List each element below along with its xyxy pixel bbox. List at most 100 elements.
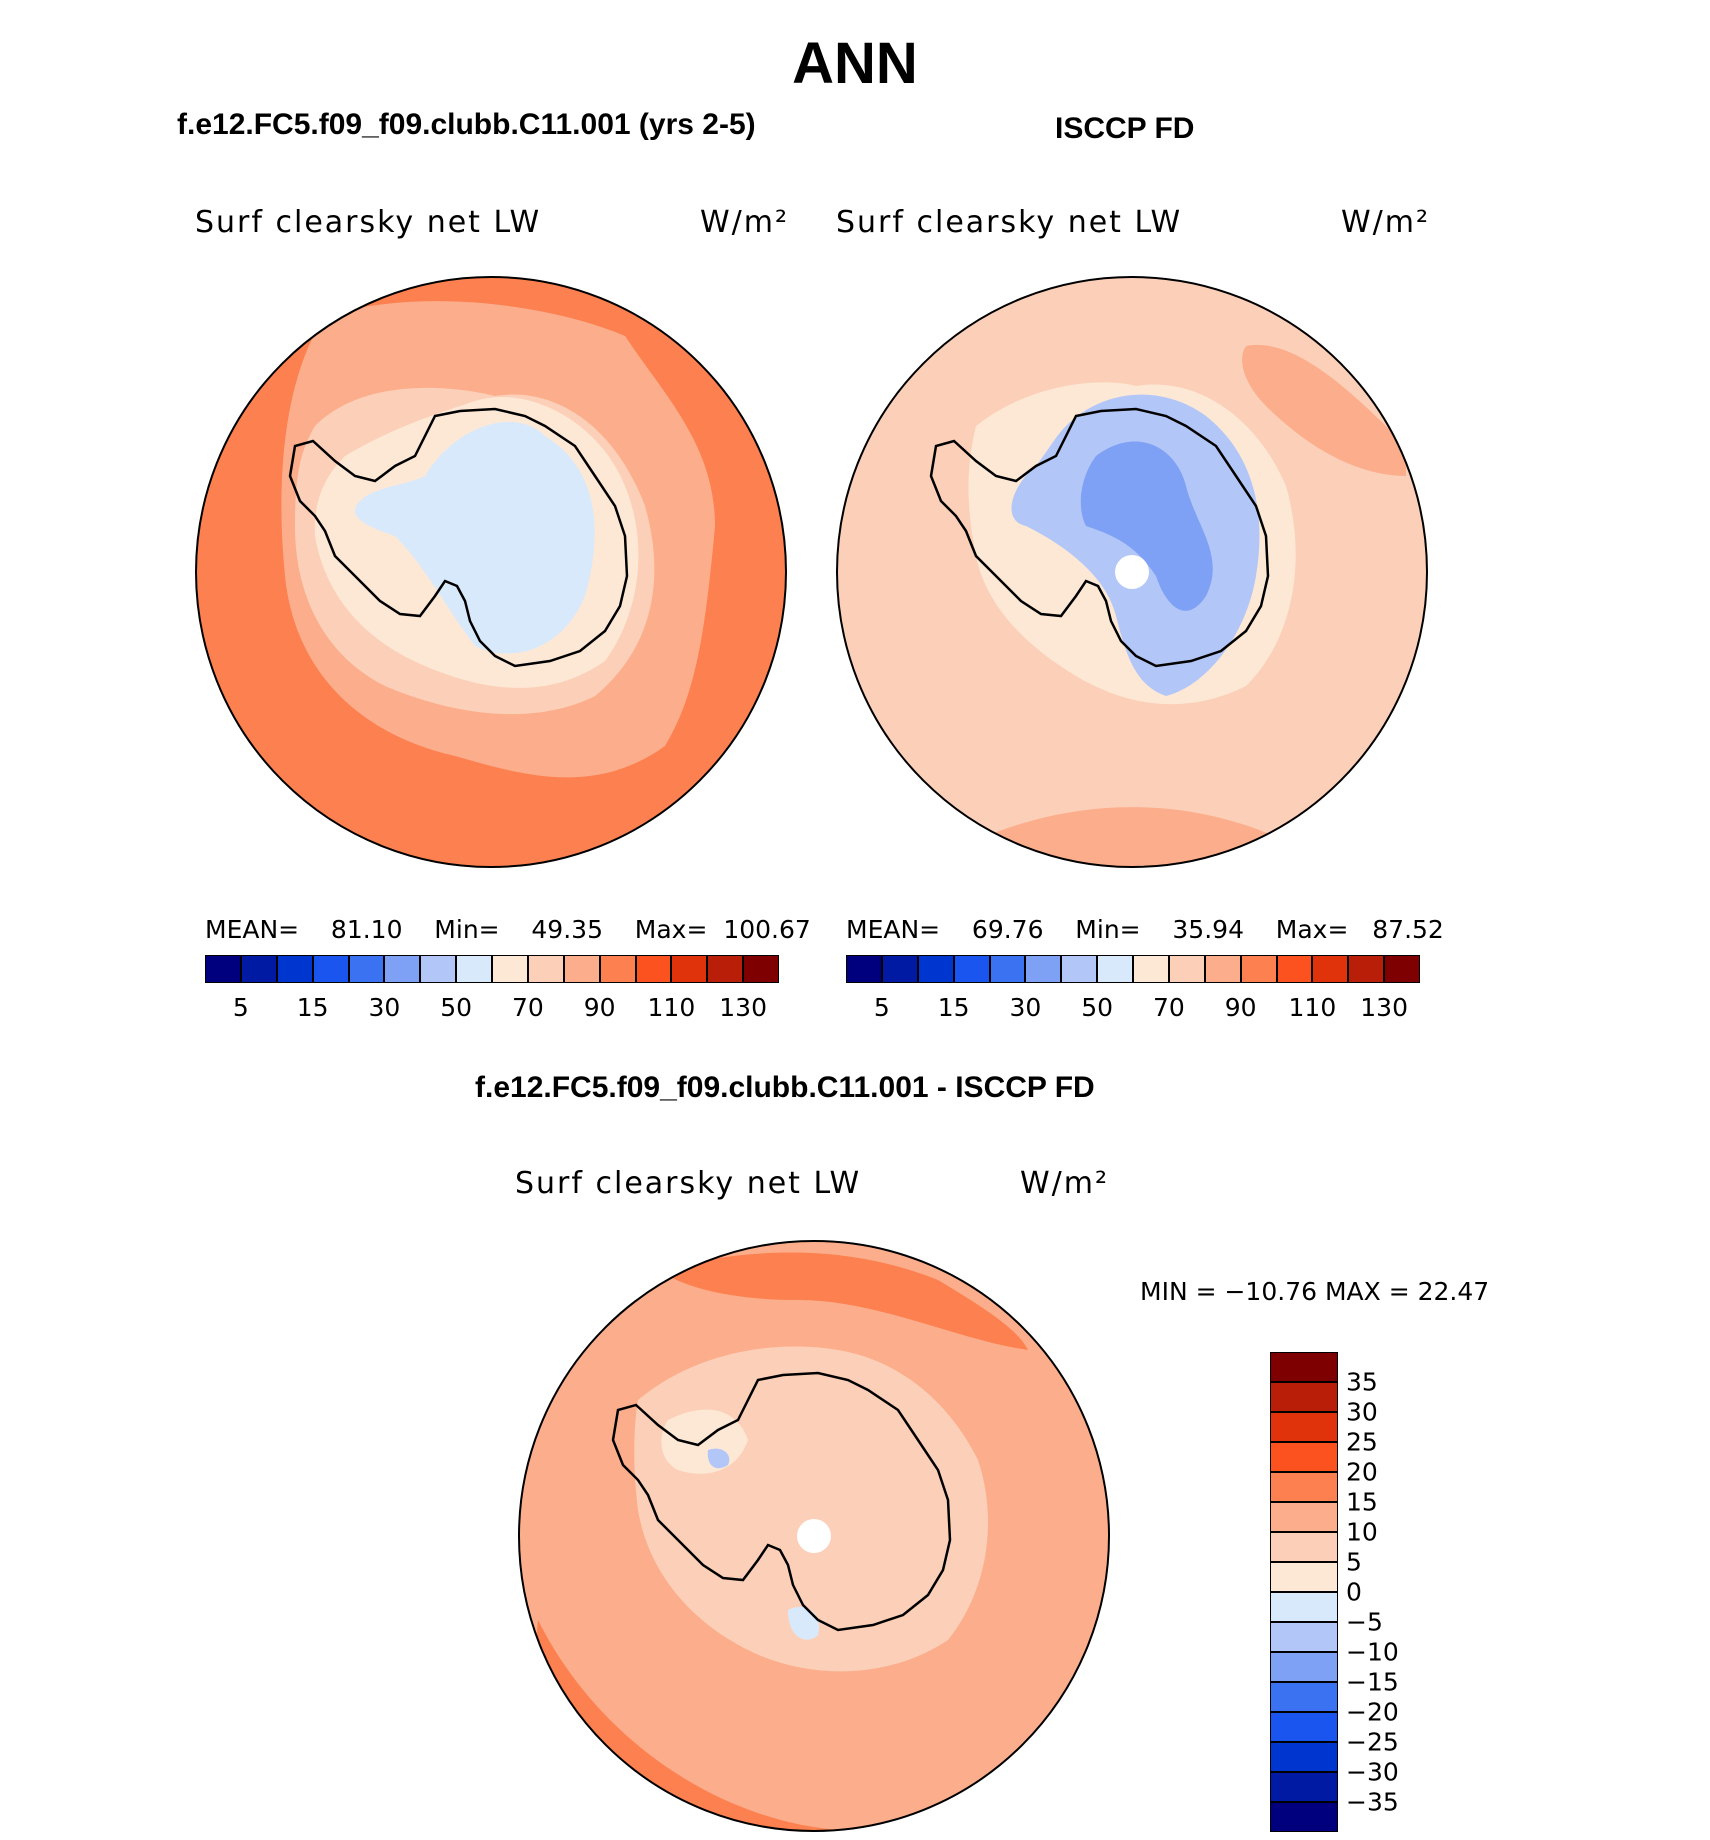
obs-colorbar-swatch — [1097, 955, 1133, 983]
diff-colorbar — [1270, 1352, 1338, 1832]
model-colorbar — [205, 955, 779, 983]
model-colorbar-tick-label: 30 — [368, 993, 401, 1022]
diff-colorbar-swatch — [1270, 1382, 1338, 1412]
obs-colorbar-swatch — [917, 955, 954, 983]
model-colorbar-tick-label: 70 — [511, 993, 544, 1022]
model-max-label: Max= — [634, 915, 708, 944]
model-colorbar-swatch — [599, 955, 636, 983]
model-variable-label: Surf clearsky net LW — [195, 205, 542, 240]
diff-colorbar-tick-label: 0 — [1346, 1577, 1362, 1607]
obs-mean-label: MEAN= — [846, 915, 941, 944]
diff-colorbar-swatch — [1270, 1412, 1338, 1442]
obs-colorbar-tick-label: 15 — [937, 993, 970, 1022]
obs-colorbar-swatch — [881, 955, 918, 983]
obs-colorbar-swatch — [1276, 955, 1313, 983]
model-colorbar-swatch — [527, 955, 564, 983]
obs-units-label: W/m² — [1341, 205, 1431, 240]
diff-colorbar-tick-label: −30 — [1346, 1757, 1399, 1787]
model-colorbar-swatch — [743, 955, 779, 983]
obs-colorbar-swatch — [1061, 955, 1098, 983]
diff-minmax: MIN = −10.76 MAX = 22.47 — [1140, 1277, 1490, 1306]
model-colorbar-swatch — [563, 955, 600, 983]
model-colorbar-swatch — [492, 955, 528, 983]
model-colorbar-ticks: 5 15 30 50 70 90 110 130 — [205, 993, 779, 1023]
diff-colorbar-swatch — [1270, 1652, 1338, 1682]
diff-colorbar-tick-label: −15 — [1346, 1667, 1399, 1697]
model-stats-line: MEAN= 81.10 Min= 49.35 Max= 100.67 — [205, 915, 811, 944]
obs-colorbar-ticks: 5 15 30 50 70 90 110 130 — [846, 993, 1420, 1023]
obs-coastline — [929, 407, 1270, 668]
diff-colorbar-tick-label: −5 — [1346, 1607, 1383, 1637]
diff-colorbar-tick-label: 35 — [1346, 1367, 1378, 1397]
diff-colorbar-swatch — [1270, 1772, 1338, 1802]
model-colorbar-swatch — [707, 955, 744, 983]
diff-colorbar-swatch — [1270, 1442, 1338, 1472]
model-colorbar-tick-label: 15 — [296, 993, 329, 1022]
diff-colorbar-swatch — [1270, 1592, 1338, 1622]
model-colorbar-tick-label: 90 — [583, 993, 616, 1022]
diff-colorbar-swatch — [1270, 1802, 1338, 1832]
obs-colorbar-swatch — [1240, 955, 1277, 983]
diff-colorbar-ticks: 35 30 25 20 15 10 5 0 −5 −10 −15 −20 −25 −30 −35 — [1346, 1352, 1466, 1832]
model-colorbar-swatch — [240, 955, 277, 983]
diff-colorbar-tick-label: −20 — [1346, 1697, 1399, 1727]
obs-polar-map — [836, 276, 1428, 868]
diff-polar-map — [518, 1240, 1110, 1832]
diff-pole-mask — [797, 1519, 831, 1553]
model-colorbar-tick-label: 5 — [232, 993, 249, 1022]
diff-variable-label: Surf clearsky net LW — [515, 1166, 862, 1201]
model-colorbar-swatch — [348, 955, 385, 983]
model-mean-label: MEAN= — [205, 915, 300, 944]
model-colorbar-swatch — [420, 955, 457, 983]
obs-colorbar-swatch — [989, 955, 1026, 983]
diff-colorbar-tick-label: 10 — [1346, 1517, 1378, 1547]
diff-colorbar-swatch — [1270, 1712, 1338, 1742]
diff-colorbar-swatch — [1270, 1352, 1338, 1382]
obs-min-value: 35.94 — [1172, 915, 1244, 944]
obs-min-label: Min= — [1075, 915, 1141, 944]
diff-cool-patch-blue — [707, 1448, 730, 1469]
obs-warm-patch-ne — [1242, 344, 1406, 476]
model-colorbar-swatch — [671, 955, 708, 983]
diff-coastline — [611, 1371, 952, 1632]
obs-colorbar-swatch — [1025, 955, 1062, 983]
model-colorbar-tick-label: 130 — [719, 993, 767, 1022]
obs-colorbar — [846, 955, 1420, 983]
obs-colorbar-swatch — [846, 955, 882, 983]
obs-colorbar-swatch — [1133, 955, 1169, 983]
obs-colorbar-tick-label: 130 — [1360, 993, 1408, 1022]
obs-max-label: Max= — [1275, 915, 1349, 944]
obs-colorbar-swatch — [1204, 955, 1241, 983]
diff-colorbar-tick-label: −10 — [1346, 1637, 1399, 1667]
obs-colorbar-tick-label: 90 — [1224, 993, 1257, 1022]
obs-max-value: 87.52 — [1372, 915, 1444, 944]
diff-colorbar-tick-label: −35 — [1346, 1787, 1399, 1817]
model-colorbar-swatch — [635, 955, 672, 983]
main-title: ANN — [792, 31, 918, 96]
diff-colorbar-swatch — [1270, 1742, 1338, 1772]
obs-colorbar-swatch — [1168, 955, 1205, 983]
model-polar-map — [195, 276, 787, 868]
obs-colorbar-tick-label: 110 — [1288, 993, 1337, 1022]
obs-ice-core — [1080, 441, 1213, 611]
diff-colorbar-tick-label: 20 — [1346, 1457, 1378, 1487]
model-colorbar-swatch — [205, 955, 241, 983]
diff-case-title: f.e12.FC5.f09_f09.clubb.C11.001 - ISCCP … — [475, 1071, 1095, 1104]
obs-colorbar-swatch — [953, 955, 990, 983]
diff-ne-warm — [658, 1252, 1028, 1350]
diff-units-label: W/m² — [1020, 1166, 1110, 1201]
model-colorbar-swatch — [384, 955, 421, 983]
model-colorbar-tick-label: 50 — [440, 993, 473, 1022]
model-colorbar-swatch — [276, 955, 313, 983]
obs-mean-value: 69.76 — [971, 915, 1044, 944]
model-coastline — [288, 407, 629, 668]
model-colorbar-tick-label: 110 — [647, 993, 696, 1022]
diff-colorbar-swatch — [1270, 1562, 1338, 1592]
model-colorbar-swatch — [312, 955, 349, 983]
model-case-title: f.e12.FC5.f09_f09.clubb.C11.001 (yrs 2-5… — [177, 108, 756, 141]
obs-colorbar-tick-label: 70 — [1152, 993, 1185, 1022]
model-colorbar-swatch — [456, 955, 492, 983]
diff-colorbar-tick-label: 25 — [1346, 1427, 1378, 1457]
model-mean-value: 81.10 — [330, 915, 403, 944]
model-units-label: W/m² — [700, 205, 790, 240]
